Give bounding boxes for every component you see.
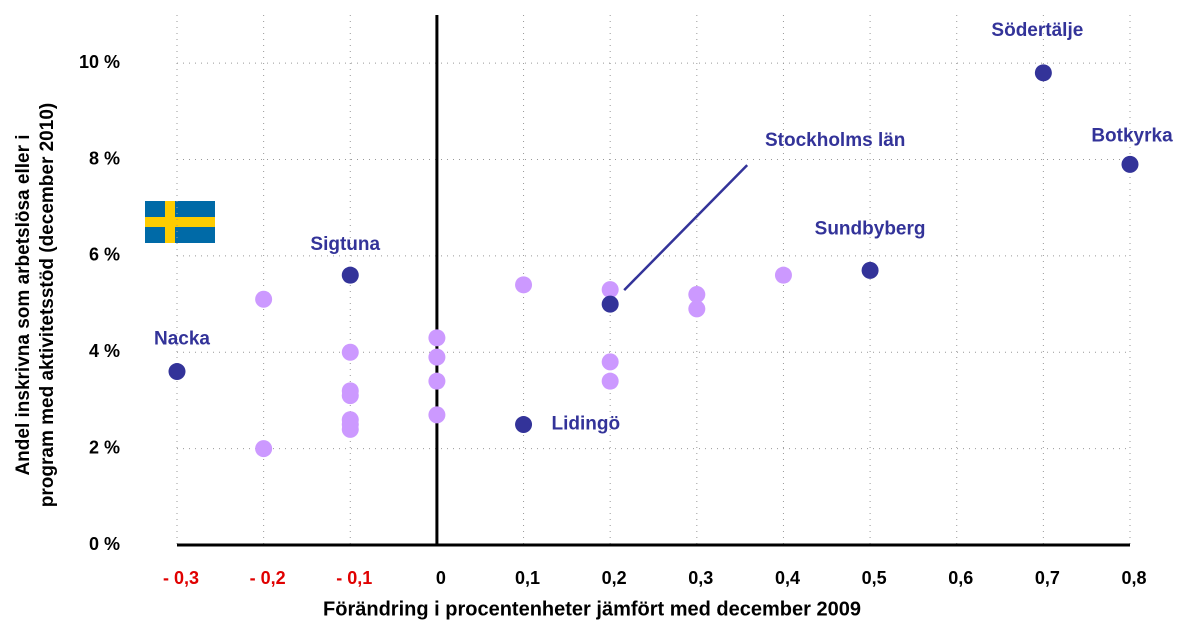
point-label: Södertälje (991, 20, 1083, 41)
y-tick-label: 2 % (89, 437, 120, 457)
point (601, 281, 619, 299)
point (168, 363, 186, 381)
x-tick-label: 0,5 (862, 568, 887, 588)
point (688, 300, 706, 318)
x-axis-label: Förändring i procentenheter jämfört med … (323, 598, 861, 620)
point-label: Botkyrka (1091, 125, 1173, 146)
point (688, 285, 706, 303)
point-label: Lidingö (552, 414, 621, 435)
y-axis-label-line: program med aktivitetsstöd (december 201… (37, 103, 58, 507)
point-label: Sundbyberg (815, 218, 926, 239)
point (1121, 155, 1139, 173)
point-label: Stockholms län (765, 130, 905, 151)
x-tick-label: 0,2 (602, 568, 627, 588)
x-tick-label: - 0,3 (163, 568, 199, 588)
point (341, 343, 359, 361)
x-tick-label: 0,4 (775, 568, 800, 588)
point (601, 353, 619, 371)
point (861, 261, 879, 279)
y-axis-label: Andel inskrivna som arbetslösa eller i pr… (13, 103, 58, 507)
annotation-line (623, 164, 749, 291)
flag (145, 201, 215, 243)
point (341, 266, 359, 284)
point (255, 290, 273, 308)
point-label: Nacka (154, 329, 210, 350)
point-label: Sigtuna (310, 234, 380, 255)
point (601, 295, 619, 313)
point (428, 329, 446, 347)
point (428, 348, 446, 366)
x-tick-label: - 0,2 (250, 568, 286, 588)
point (428, 406, 446, 424)
x-tick-label: 0,7 (1035, 568, 1060, 588)
point (428, 372, 446, 390)
point (341, 420, 359, 438)
point (1034, 64, 1052, 82)
y-tick-label: 0 % (89, 534, 120, 554)
point (341, 387, 359, 405)
y-tick-label: 4 % (89, 341, 120, 361)
y-axis-label-line: Andel inskrivna som arbetslösa eller i (13, 134, 34, 475)
y-tick-label: 6 % (89, 245, 120, 265)
x-tick-label: 0,6 (948, 568, 973, 588)
point (515, 416, 533, 434)
x-tick-label: 0,8 (1121, 568, 1146, 588)
y-tick-label: 10 % (79, 52, 120, 72)
point (515, 276, 533, 294)
point (601, 372, 619, 390)
y-tick-label: 8 % (89, 148, 120, 168)
x-tick-label: 0,3 (688, 568, 713, 588)
x-tick-label: 0,1 (515, 568, 540, 588)
point (774, 266, 792, 284)
x-tick-label: - 0,1 (336, 568, 372, 588)
point (255, 440, 273, 458)
x-tick-label: 0 (436, 568, 446, 588)
